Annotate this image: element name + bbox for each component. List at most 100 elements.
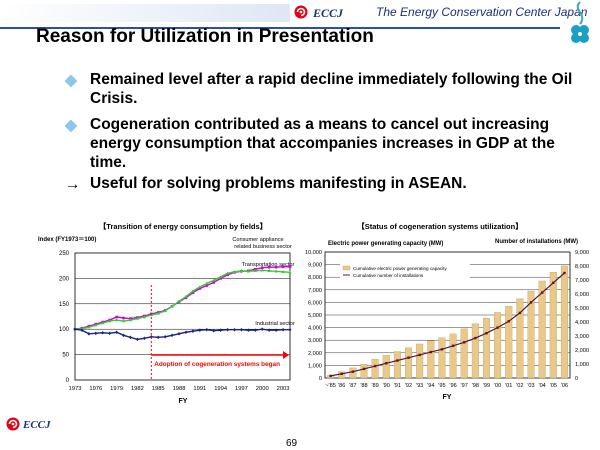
chart2-xtick-label: ~'85 [325,383,336,389]
bullet-text-1: Remained level after a rapid decline imm… [90,71,573,107]
chart1-point [219,275,223,279]
chart2-xtick-label: '88 [360,383,367,389]
chart1-point [219,328,223,333]
chart1-title: 【Transition of energy consumption by fie… [99,221,267,231]
chart1-point [226,273,229,277]
chart2-xtick-label: '04 [539,383,546,389]
chart1-point [122,316,125,320]
chart2-xtick-label: '06 [561,383,568,389]
chart2-bar [516,298,524,379]
chart2-line [330,272,565,377]
chart1-point [246,269,250,273]
chart2-xtick-label: '86 [338,383,345,389]
chart2-point [373,364,377,368]
chart2-title: 【Status of cogeneration systems utilizat… [357,221,522,231]
chart1-point [205,281,209,285]
chart1-point [288,270,292,274]
chart2-xtick-label: '05 [550,383,557,389]
chart1-label-transport: Transportation sector [242,262,295,268]
chart2-xtick-label: '99 [483,383,490,389]
chart1-ytick-label: 200 [59,276,70,282]
chart1-xtick-label: 1976 [89,386,102,392]
chart1-point [267,268,271,272]
chart2-bar [549,272,557,379]
chart1-point [205,327,209,332]
chart2-point [362,367,366,371]
chart2-xtick-label: '89 [371,383,378,389]
chart1-point [191,329,195,334]
chart2-bar [505,306,513,379]
chart1-point [163,309,167,313]
chart1-point [191,291,195,294]
chart1-point [281,265,285,269]
chart1-point [253,328,257,333]
chart2-point [552,281,555,284]
chart2-point [474,336,477,340]
chart2-ylabel-right: Number of installations (MW) [495,239,578,245]
chart1-point [274,269,278,273]
eccj-logo-icon [294,5,308,19]
chart1-ytick-label: 250 [59,251,70,257]
chart1-point [184,330,188,335]
chart1-point [239,327,243,332]
chart2-bar [449,333,457,379]
chart2-point [396,359,399,362]
chart1-point [260,327,264,331]
chart1-point [232,269,237,273]
chart2-bar [494,312,502,379]
chart2-xtick-label: '91 [394,383,401,389]
chart1-point [253,268,257,272]
chart1-point [149,335,153,339]
chart1-point [191,289,195,293]
chart1-point [239,268,244,272]
chart1-point [226,327,230,332]
chart2-ytick-left-label: 7,000 [308,288,322,294]
chart2-bar [416,343,424,379]
chart2-xtick-label: '94 [427,383,434,389]
chart2-xtick-label: '97 [461,383,468,389]
chart2-bar [360,363,368,379]
chart1-point [219,277,222,280]
chart1-point [87,325,91,329]
chart1-point [170,333,174,338]
chart2-bar [460,328,468,379]
chart1-ytick-label: 0 [66,378,70,384]
chart1-xtick-label: 1973 [69,386,82,392]
chart2-legend-bar-swatch [342,265,351,271]
chart2-bar [371,358,379,379]
chart1-plot-area [74,252,291,381]
chart2-ytick-right-label: 9,000 [575,250,589,256]
chart2-xtick-label: '02 [516,383,523,389]
chart2-bar [349,367,357,379]
chart2-point [507,320,510,323]
chart1-point [80,326,84,330]
chart1-point [274,328,278,333]
diamond-bullet-icon: ◆ [65,117,77,134]
chart1-xtick-label: 1979 [110,386,123,392]
chart2-bar [538,280,546,379]
slide-title: Reason for Utilization in Presentation [36,26,374,47]
chart1-xtick-label: 2000 [256,386,269,392]
chart2-xtick-label: '95 [438,383,445,389]
chart1-ytick-label: 100 [59,327,70,333]
chart1-point [267,265,271,269]
chart1-point [94,323,98,327]
chart1-point [198,285,202,289]
chart1-annotation-text: Adoption of cogeneration systems began [154,361,280,368]
chart2-point [540,291,544,294]
chart1-point [212,278,216,282]
chart1-point [177,299,181,303]
chart1-label-business-2: related business sector [234,244,292,250]
chart1-point [177,331,181,336]
chart1-xlabel: FY [179,398,188,405]
chart2-bar [560,265,568,379]
chart2-bar [393,351,401,379]
chart2-ytick-right-label: 6,000 [575,292,589,298]
chart1-xtick-label: 1985 [152,386,165,392]
chart2-bar [471,323,479,379]
chart2-point [529,301,533,304]
chart1-point [288,327,292,332]
chart1-point [170,304,174,308]
chart1-point [184,294,188,298]
